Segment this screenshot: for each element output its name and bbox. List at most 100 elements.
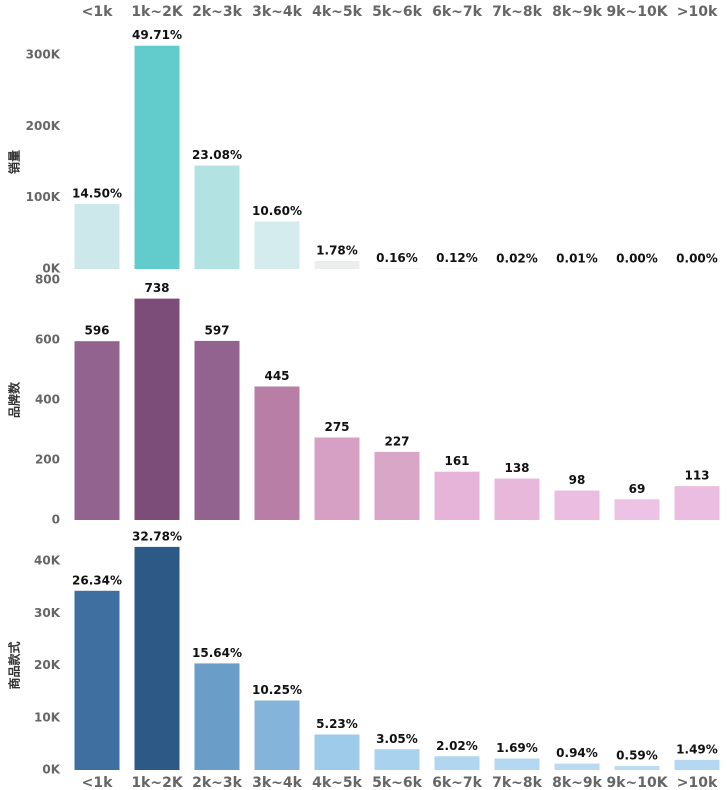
bar [494,478,540,520]
y-tick-label: 0K [42,763,60,777]
bar [554,763,600,770]
bar [614,499,660,520]
data-label: 1.69% [496,741,538,755]
data-label: 49.71% [132,28,182,42]
x-tick-label: 1k~2K [131,4,184,20]
data-label: 2.02% [436,739,478,753]
data-label: 14.50% [72,187,122,201]
data-label: 1.49% [676,742,718,756]
data-label: 3.05% [376,732,418,746]
bar [74,590,120,770]
data-label: 161 [444,454,469,468]
data-label: 596 [84,324,109,338]
y-tick-label: 30K [34,606,61,620]
y-tick-label: 200K [26,119,61,133]
data-label: 15.64% [192,646,242,660]
data-label: 0.59% [616,748,658,762]
bar [134,298,180,520]
x-tick-label: <1k [82,775,113,790]
x-tick-label: 3k~4k [252,4,303,20]
bar [254,386,300,520]
x-tick-label: 3k~4k [252,775,303,790]
x-tick-label: 9k~10K [606,4,668,20]
bar [194,340,240,520]
data-label: 10.25% [252,683,302,697]
y-tick-label: 0 [52,513,60,527]
y-axis-title: 商品款式 [7,641,22,689]
data-label: 275 [324,420,349,434]
data-label: 597 [204,323,229,337]
x-tick-label: 4k~5k [312,775,363,790]
bar [434,471,480,520]
bar [254,221,300,269]
bar [374,451,420,520]
data-label: 227 [384,434,409,448]
x-tick-label: 8k~9k [552,4,603,20]
x-tick-label: 2k~3k [192,4,243,20]
data-label: 69 [629,482,646,496]
bar [134,546,180,770]
y-tick-label: 10K [34,710,61,724]
data-label: 1.78% [316,244,358,258]
bar [254,700,300,770]
bar [314,734,360,770]
y-tick-label: 600 [35,333,60,347]
data-label: 10.60% [252,204,302,218]
y-tick-label: 40K [34,554,61,568]
data-label: 0.12% [436,251,478,265]
x-tick-label: 5k~6k [372,775,423,790]
y-tick-label: 100K [26,190,61,204]
x-tick-label: 5k~6k [372,4,423,20]
bar [674,486,720,520]
x-tick-label: 2k~3k [192,775,243,790]
bar [314,261,360,269]
x-tick-label: <1k [82,4,113,20]
x-tick-label: 7k~8k [492,775,543,790]
y-axis-title: 品牌数 [7,381,22,418]
bar [194,663,240,770]
data-label: 23.08% [192,148,242,162]
x-tick-label: 4k~5k [312,4,363,20]
bar [674,759,720,770]
data-label: 113 [684,469,709,483]
bar [434,756,480,770]
bar [554,490,600,520]
x-tick-label: >10k [677,4,718,20]
bar [374,268,420,269]
x-tick-label: >10k [677,775,718,790]
y-tick-label: 800 [35,273,60,287]
bar [374,749,420,770]
data-label: 738 [144,281,169,295]
data-label: 445 [264,369,289,383]
y-tick-label: 20K [34,658,61,672]
x-tick-label: 9k~10K [606,775,668,790]
data-label: 32.78% [132,529,182,543]
y-tick-label: 0K [42,262,60,276]
data-label: 138 [504,461,529,475]
y-tick-label: 300K [26,48,61,62]
bar [314,437,360,520]
data-label: 0.02% [496,251,538,265]
bar [434,268,480,269]
bar [134,45,180,269]
x-tick-label: 7k~8k [492,4,543,20]
bar [614,765,660,770]
y-tick-label: 200 [35,453,60,467]
y-axis-title: 销量 [7,150,22,174]
bar [74,341,120,520]
data-label: 0.01% [556,251,598,265]
x-tick-label: 8k~9k [552,775,603,790]
data-label: 0.94% [556,746,598,760]
data-label: 0.00% [616,251,658,265]
data-label: 26.34% [72,573,122,587]
x-tick-label: 6k~7k [432,775,483,790]
bar [194,165,240,269]
data-label: 5.23% [316,717,358,731]
data-label: 98 [569,473,586,487]
bar [494,758,540,770]
x-tick-label: 6k~7k [432,4,483,20]
y-tick-label: 400 [35,393,60,407]
bar [74,204,120,269]
data-label: 0.00% [676,251,718,265]
